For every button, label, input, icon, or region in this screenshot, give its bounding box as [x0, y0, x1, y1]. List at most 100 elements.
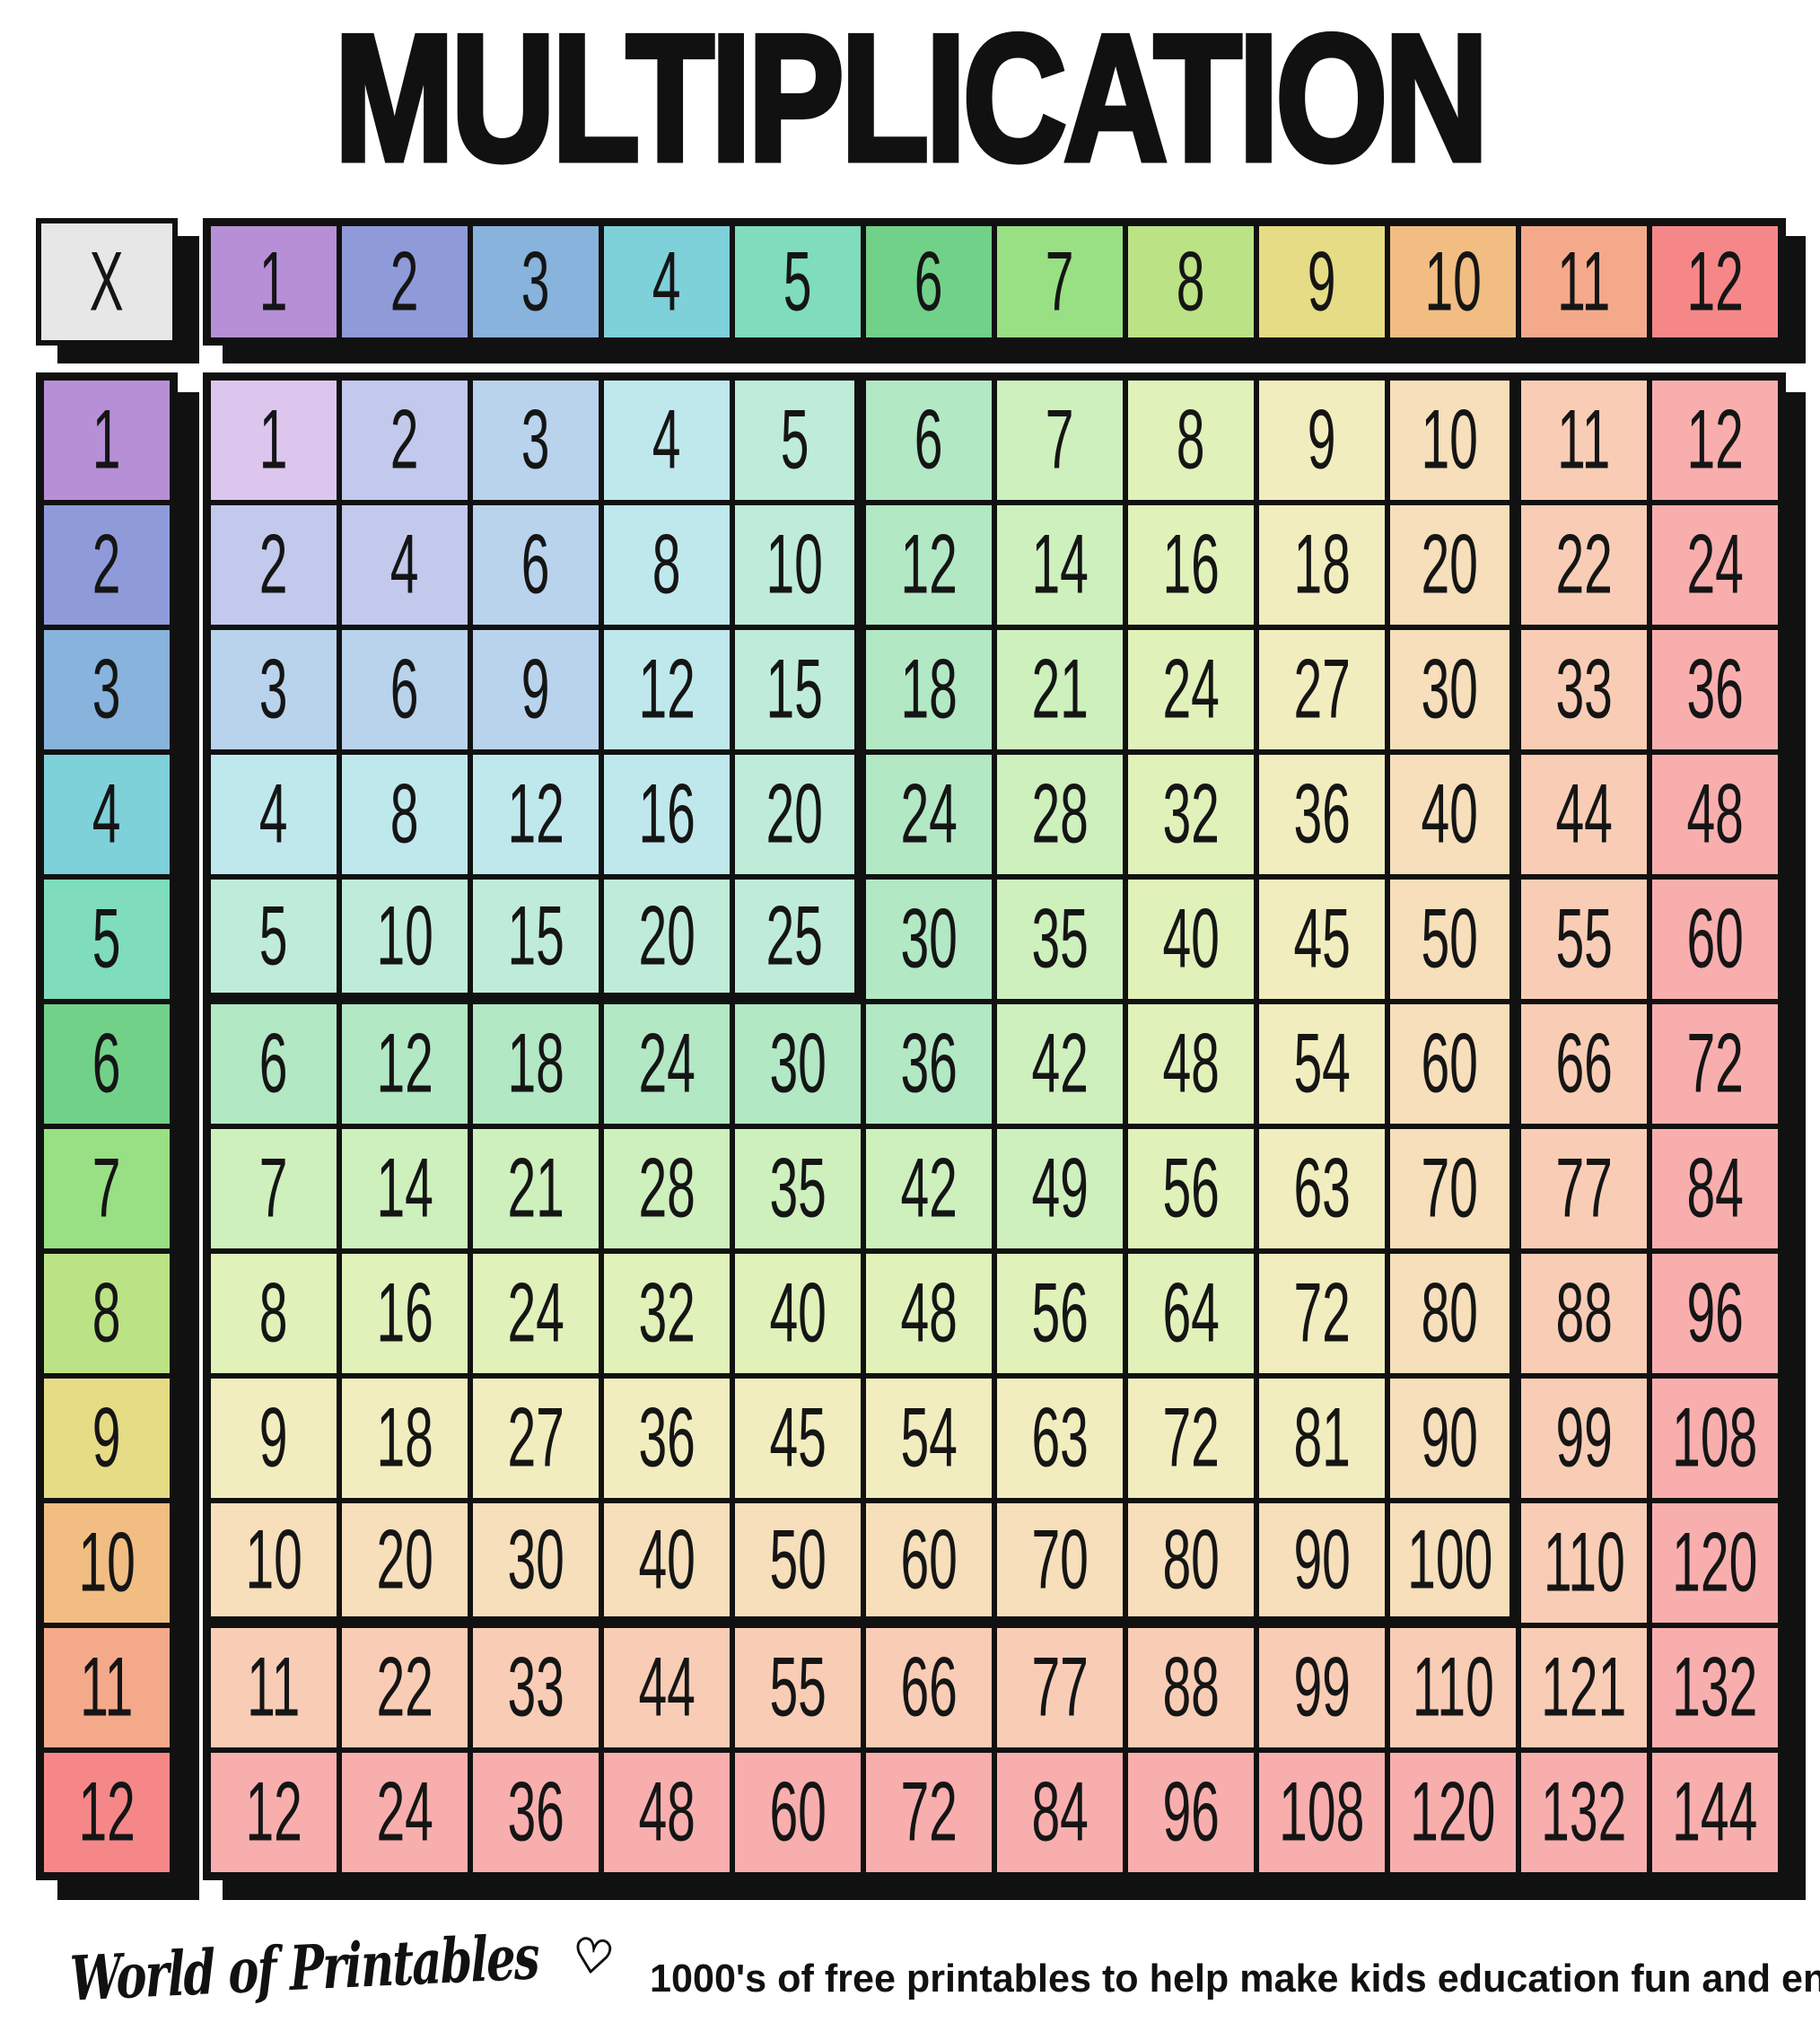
product-value: 10: [376, 889, 433, 983]
product-value: 45: [769, 1390, 827, 1485]
product-cell: 66: [863, 1625, 994, 1750]
product-value: 72: [1686, 1016, 1744, 1111]
product-cell: 108: [1256, 1750, 1387, 1875]
product-cell: 18: [470, 1002, 601, 1126]
row-header-label: 1: [92, 392, 121, 487]
product-value: 24: [638, 1016, 696, 1111]
product-cell: 10: [1387, 378, 1518, 503]
product-value: 15: [766, 642, 824, 737]
product-cell: 72: [1649, 1002, 1781, 1126]
product-cell: 25: [732, 877, 863, 1002]
product-value: 35: [769, 1141, 827, 1236]
product-cell: 24: [863, 752, 994, 877]
product-value: 77: [1031, 1640, 1089, 1735]
row-header-cell: 3: [41, 627, 172, 752]
product-cell: 90: [1387, 1376, 1518, 1501]
product-cell: 8: [601, 503, 732, 627]
product-cell: 36: [1649, 627, 1781, 752]
col-header-cell: 6: [863, 223, 994, 340]
col-header-cell: 4: [601, 223, 732, 340]
product-value: 9: [259, 1390, 288, 1485]
product-value: 20: [766, 766, 824, 862]
product-value: 6: [390, 642, 419, 737]
product-value: 60: [1421, 1016, 1479, 1111]
product-value: 22: [1555, 517, 1613, 612]
corner-x-cell: X: [36, 218, 178, 346]
product-value: 44: [638, 1640, 696, 1735]
row-header-label: 10: [78, 1515, 136, 1610]
product-value: 96: [1162, 1764, 1220, 1860]
product-cell: 30: [863, 877, 994, 1002]
product-value: 36: [1293, 766, 1351, 862]
product-value: 77: [1555, 1141, 1613, 1236]
product-value: 54: [900, 1390, 958, 1485]
product-cell: 30: [1387, 627, 1518, 752]
product-value: 54: [1293, 1016, 1351, 1111]
product-value: 28: [638, 1141, 696, 1236]
product-value: 7: [1046, 392, 1074, 487]
page-title: MULTIPLICATION: [332, 0, 1491, 198]
product-value: 8: [1177, 392, 1205, 487]
row-header-label: 9: [92, 1390, 121, 1485]
product-cell: 66: [1518, 1002, 1649, 1126]
product-cell: 48: [863, 1251, 994, 1376]
product-cell: 24: [470, 1251, 601, 1376]
product-cell: 48: [1125, 1002, 1256, 1126]
product-cell: 88: [1518, 1251, 1649, 1376]
product-cell: 2: [339, 378, 470, 503]
product-value: 24: [1162, 642, 1220, 737]
product-value: 30: [507, 1512, 564, 1607]
row-header-label: 4: [92, 766, 121, 862]
product-cell: 33: [470, 1625, 601, 1750]
product-cell: 120: [1649, 1501, 1781, 1625]
product-cell: 96: [1649, 1251, 1781, 1376]
product-cell: 63: [994, 1376, 1125, 1501]
product-cell: 3: [208, 627, 339, 752]
col-header-cell: 12: [1649, 223, 1781, 340]
product-cell: 35: [732, 1126, 863, 1251]
product-cell: 16: [1125, 503, 1256, 627]
product-cell: 77: [994, 1625, 1125, 1750]
product-cell: 40: [1387, 752, 1518, 877]
product-value: 44: [1555, 766, 1613, 862]
product-cell: 8: [1125, 378, 1256, 503]
product-cell: 60: [732, 1750, 863, 1875]
product-value: 72: [1162, 1390, 1220, 1485]
product-cell: 10: [339, 877, 470, 1002]
product-cell: 72: [1125, 1376, 1256, 1501]
product-value: 32: [1162, 766, 1220, 862]
product-value: 20: [376, 1512, 433, 1607]
row-header-label: 7: [92, 1141, 121, 1236]
product-value: 48: [900, 1265, 958, 1361]
col-header-label: 1: [259, 234, 288, 328]
row-header-cell: 7: [41, 1126, 172, 1251]
row-header-cell: 6: [41, 1002, 172, 1126]
product-value: 99: [1293, 1640, 1351, 1735]
product-cell: 27: [470, 1376, 601, 1501]
product-value: 40: [1162, 891, 1220, 986]
product-value: 3: [521, 392, 550, 487]
product-value: 42: [900, 1141, 958, 1236]
product-value: 8: [259, 1265, 288, 1361]
col-header-cell: 7: [994, 223, 1125, 340]
product-value: 27: [507, 1390, 564, 1485]
row-header-cell: 4: [41, 752, 172, 877]
row-header-label: 8: [92, 1265, 121, 1361]
product-value: 9: [521, 642, 550, 737]
product-value: 63: [1293, 1141, 1351, 1236]
product-cell: 5: [732, 378, 863, 503]
product-value: 21: [1031, 642, 1089, 737]
product-value: 12: [376, 1016, 433, 1111]
product-value: 24: [1686, 517, 1744, 612]
product-value: 16: [638, 766, 696, 862]
product-cell: 30: [732, 1002, 863, 1126]
product-cell: 6: [208, 1002, 339, 1126]
product-cell: 3: [470, 378, 601, 503]
product-cell: 12: [601, 627, 732, 752]
product-cell: 11: [208, 1625, 339, 1750]
product-cell: 14: [994, 503, 1125, 627]
product-cell: 15: [732, 627, 863, 752]
product-cell: 24: [339, 1750, 470, 1875]
product-value: 99: [1555, 1390, 1613, 1485]
product-value: 10: [1421, 392, 1479, 487]
